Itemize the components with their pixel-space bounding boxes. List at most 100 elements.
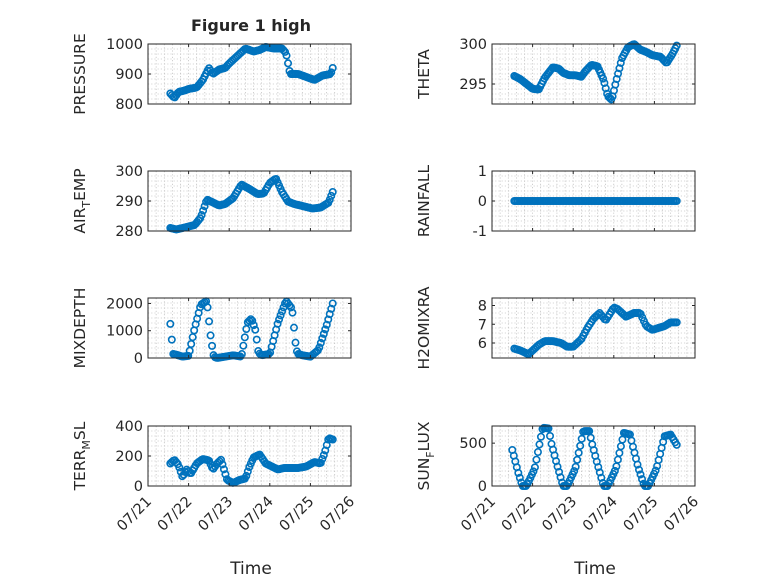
y-tick-label: 280 (115, 224, 143, 240)
data-point (574, 448, 583, 457)
x-tick-label: 07/22 (155, 494, 196, 535)
data-point (316, 338, 325, 347)
data-point (529, 467, 538, 476)
data-point (273, 319, 282, 328)
x-tick-label: 07/21 (114, 494, 155, 535)
data-point (577, 434, 586, 443)
data-point (327, 68, 336, 77)
x-tick-label: 07/25 (277, 494, 318, 535)
data-point (166, 319, 175, 328)
y-tick-label: 500 (459, 436, 487, 452)
subplot-4: -1 0 1 RAINFALL (415, 164, 696, 240)
data-point (535, 440, 544, 449)
y-tick-label: 295 (459, 77, 487, 93)
subplot-2: 295 300 THETA (415, 37, 696, 105)
x-tick-label: 07/24 (580, 494, 621, 535)
y-tick-label: 0 (134, 351, 143, 367)
data-point (672, 197, 681, 206)
data-point (199, 206, 208, 215)
data-point (275, 315, 284, 324)
y-axis-label: PRESSURE (71, 33, 89, 115)
data-point (315, 343, 324, 352)
y-tick-label: -1 (473, 224, 487, 240)
data-point (167, 335, 176, 344)
x-tick-label: 07/26 (317, 494, 358, 535)
data-point (672, 440, 681, 449)
data-point (328, 435, 337, 444)
data-point (200, 202, 209, 211)
data-point (291, 338, 300, 347)
data-point (205, 317, 214, 326)
y-axis-label: SUNFLUX (415, 421, 437, 490)
data-point (325, 70, 334, 79)
axes-frame (147, 297, 352, 359)
data-point (672, 318, 681, 327)
axes-frame (491, 43, 696, 105)
data-point (243, 467, 252, 476)
x-tick-label: 07/24 (236, 494, 277, 535)
data-point (284, 59, 293, 68)
data-point (206, 331, 215, 340)
data-point (251, 325, 260, 334)
data-point (319, 329, 328, 338)
y-tick-label: 1000 (106, 37, 143, 53)
y-tick-label: 0 (478, 194, 487, 210)
x-axis-label-right: Time (573, 559, 616, 579)
data-point (197, 211, 206, 220)
x-tick-label: 07/25 (621, 494, 662, 535)
y-tick-label: 0 (478, 479, 487, 495)
data-point (245, 316, 254, 325)
x-tick-label: 07/23 (539, 494, 580, 535)
data-point (515, 473, 524, 482)
subplot-3: 280 290 300 AIRTEMP (71, 164, 352, 240)
data-point (288, 308, 297, 317)
data-point (184, 351, 193, 360)
y-axis-label: THETA (415, 49, 433, 100)
y-axis-label: MIXDEPTH (71, 288, 89, 369)
data-point (264, 350, 273, 359)
y-axis-label: TERRMSL (71, 421, 93, 491)
axes-frame (491, 425, 696, 487)
data-point (533, 448, 542, 457)
data-point (218, 460, 227, 469)
y-tick-label: 900 (115, 67, 143, 83)
x-tick-label: 07/21 (458, 494, 499, 535)
data-point (328, 188, 337, 197)
subplot-7: 0 200 400 07/21 07/22 07/23 07/24 07/25 07/26 TER… (71, 419, 358, 535)
data-point (242, 471, 251, 480)
plot-area (492, 44, 695, 104)
subplot-6: 6 7 8 H2OMIXRA (415, 286, 696, 370)
axes-frame (491, 297, 696, 359)
data-point (599, 74, 608, 83)
data-point (278, 307, 287, 316)
data-point (573, 455, 582, 464)
data-point (318, 334, 327, 343)
data-point (252, 335, 261, 344)
data-point (530, 463, 539, 472)
data-point (576, 441, 585, 450)
data-point (672, 41, 681, 50)
y-tick-label: 800 (115, 97, 143, 113)
data-point (328, 64, 337, 73)
y-tick-label: 8 (478, 299, 487, 315)
y-tick-label: 400 (115, 419, 143, 435)
subplot-5: 0 1000 2000 MIXDEPTH (71, 288, 352, 369)
data-point (651, 466, 660, 475)
data-point (610, 466, 619, 475)
data-point (636, 470, 645, 479)
data-point (276, 311, 285, 320)
data-point (208, 341, 217, 350)
data-point (203, 303, 212, 312)
y-tick-label: 290 (115, 194, 143, 210)
x-axis-label-left: Time (229, 559, 272, 579)
data-point (282, 51, 291, 60)
data-point (216, 455, 225, 464)
x-tick-label: 07/26 (661, 494, 702, 535)
data-point (248, 316, 257, 325)
y-axis-label: AIRTEMP (71, 168, 93, 233)
data-point (321, 325, 330, 334)
data-point (536, 432, 545, 441)
y-tick-label: 200 (115, 449, 143, 465)
